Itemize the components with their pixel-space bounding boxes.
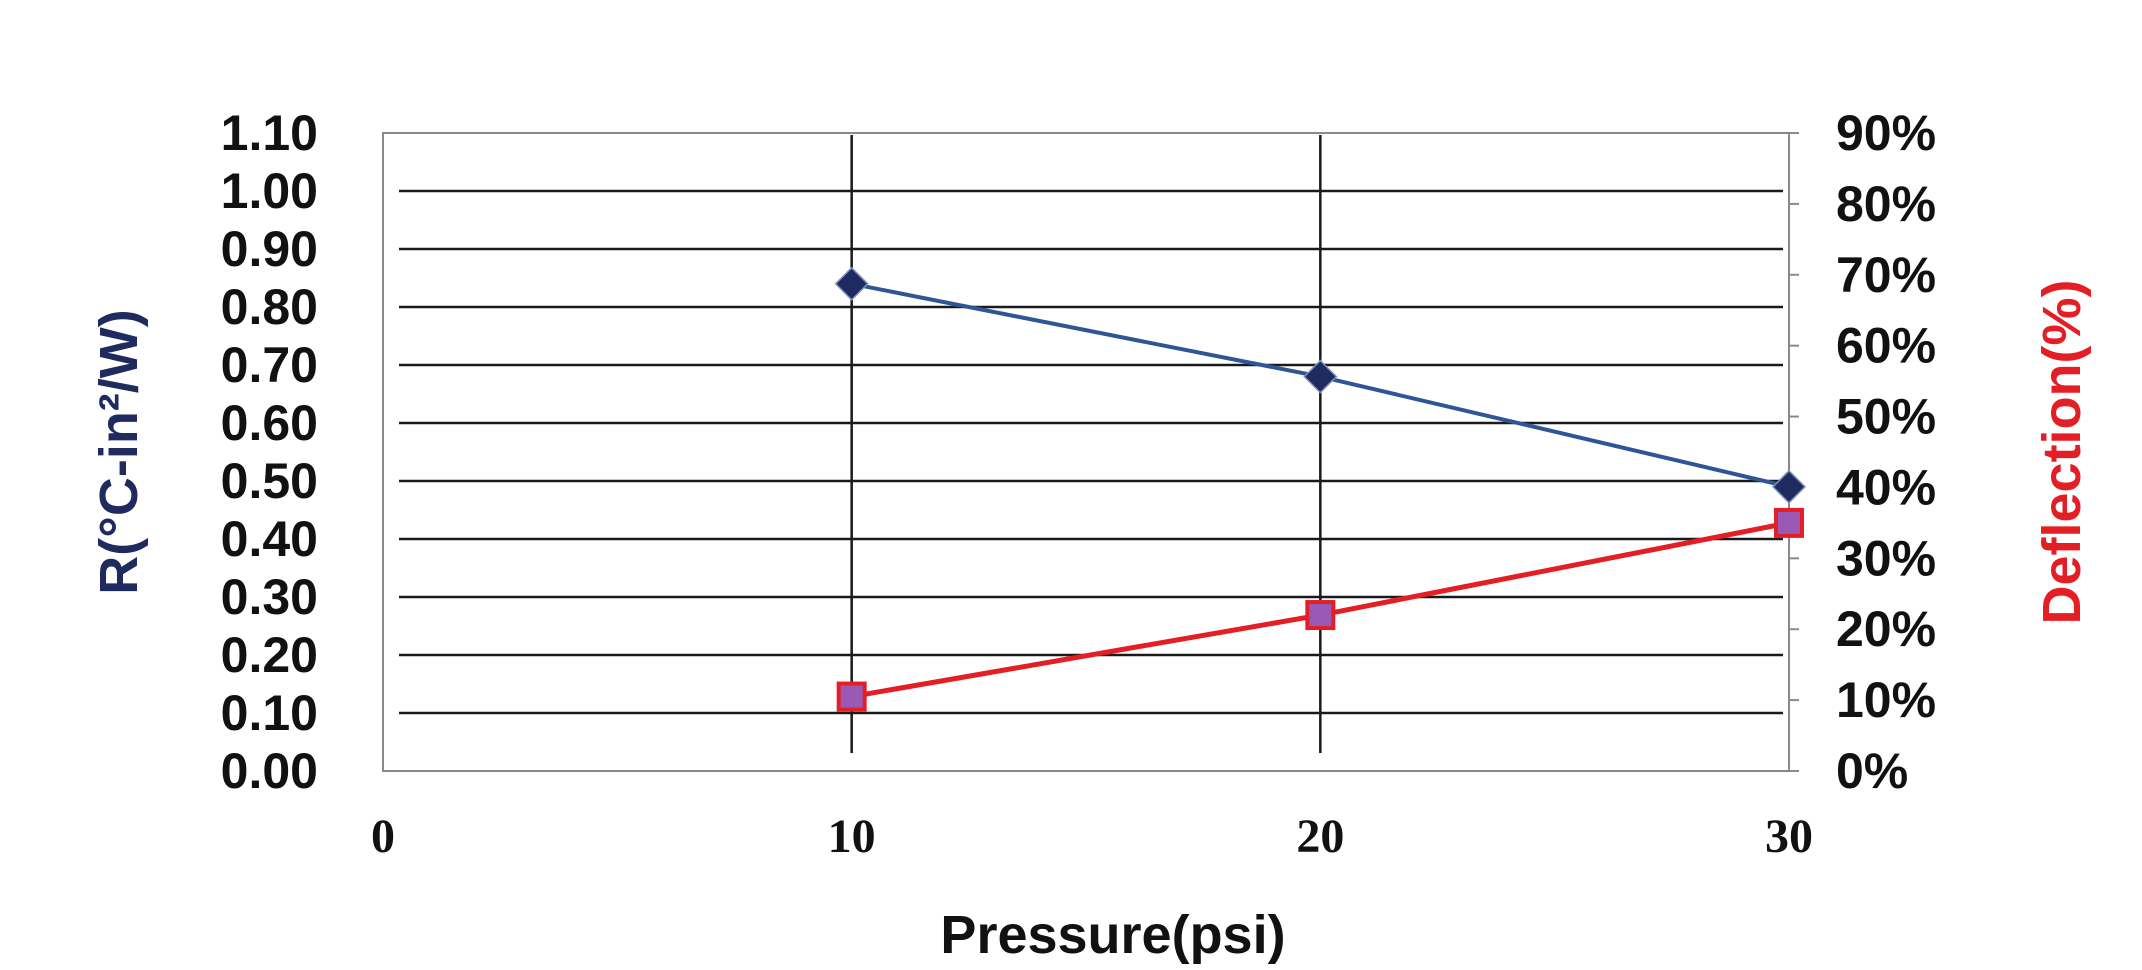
left-tick-label: 0.30 <box>221 569 318 625</box>
left-tick-label: 0.00 <box>221 743 318 799</box>
square-marker <box>836 681 867 712</box>
right-tick-label: 40% <box>1836 459 1936 515</box>
right-tick-label: 0% <box>1836 743 1908 799</box>
x-axis-title: Pressure(psi) <box>940 905 1285 965</box>
right-tick-label: 30% <box>1836 530 1936 586</box>
right-tick-label: 90% <box>1836 105 1936 161</box>
left-tick-label: 0.60 <box>221 395 318 451</box>
square-marker <box>1774 507 1804 538</box>
left-tick-label: 0.50 <box>221 453 318 509</box>
left-tick-label: 0.40 <box>221 511 318 567</box>
x-tick-label: 30 <box>1765 810 1813 863</box>
horizontal-gridlines <box>399 189 1783 715</box>
square-marker <box>1305 600 1336 631</box>
left-tick-label: 1.00 <box>221 163 318 219</box>
right-tick-label: 80% <box>1836 176 1936 232</box>
x-tick-label: 10 <box>828 810 876 863</box>
left-axis-ticks: 0.000.100.200.300.400.500.600.700.800.90… <box>221 105 318 799</box>
left-axis-title: R(°C-in²/W) <box>89 309 149 594</box>
right-axis-ticks: 0% 10% 20% 30% 40% 50% 60% 70% 80% 90% <box>1789 105 1936 799</box>
right-tick-label: 20% <box>1836 601 1936 657</box>
x-tick-label: 0 <box>371 810 395 863</box>
x-axis-ticks: 0 10 20 30 <box>371 810 1813 863</box>
series-layer <box>834 266 1807 712</box>
vertical-gridlines <box>850 135 1322 753</box>
left-tick-label: 0.70 <box>221 337 318 393</box>
right-tick-label: 60% <box>1836 318 1936 374</box>
right-tick-label: 50% <box>1836 389 1936 445</box>
left-tick-label: 0.80 <box>221 279 318 335</box>
right-tick-label: 10% <box>1836 672 1936 728</box>
left-tick-label: 0.90 <box>221 221 318 277</box>
left-tick-label: 0.10 <box>221 685 318 741</box>
diamond-marker <box>1771 469 1807 504</box>
plot-area <box>382 132 1790 772</box>
x-tick-label: 20 <box>1296 810 1344 863</box>
diamond-marker <box>1303 359 1338 394</box>
left-tick-label: 1.10 <box>221 105 318 161</box>
diamond-marker <box>834 266 869 301</box>
right-tick-label: 70% <box>1836 247 1936 303</box>
right-axis-title: Deflection(%) <box>2032 279 2092 624</box>
left-tick-label: 0.20 <box>221 627 318 683</box>
